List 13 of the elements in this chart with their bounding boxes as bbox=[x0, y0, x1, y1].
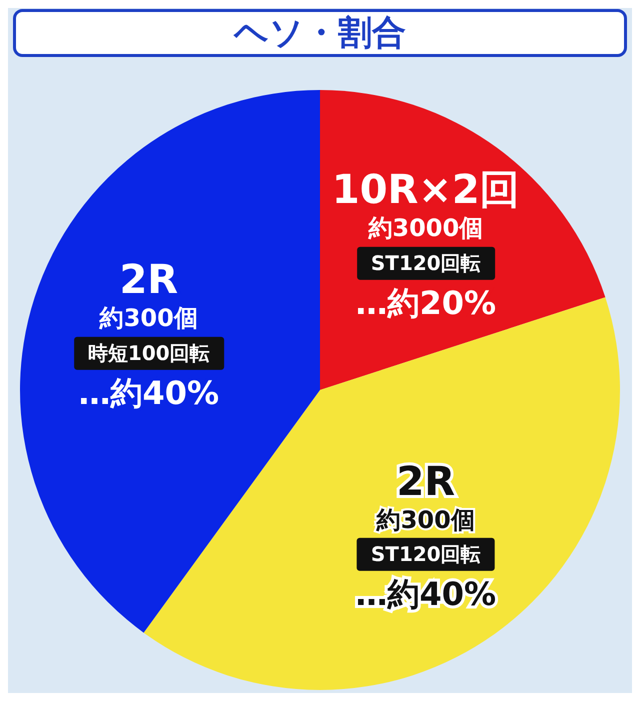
chart-title: ヘソ・割合 bbox=[233, 13, 406, 53]
slice-label: 10R×2回 bbox=[332, 166, 520, 214]
text: ST120回転 bbox=[356, 247, 495, 280]
text: ST120回転 bbox=[356, 538, 495, 572]
data-label: …約40% bbox=[356, 575, 496, 614]
data-label: …約20% bbox=[354, 284, 498, 322]
text: 約300個 bbox=[375, 506, 476, 534]
text: 約300個 bbox=[98, 304, 199, 334]
slice-label: 2R bbox=[395, 458, 456, 506]
text: 時短100回転 bbox=[74, 337, 224, 370]
text: 約3000個 bbox=[367, 214, 484, 244]
data-label: …約40% bbox=[78, 374, 220, 412]
slice-label: 2R bbox=[118, 256, 180, 304]
